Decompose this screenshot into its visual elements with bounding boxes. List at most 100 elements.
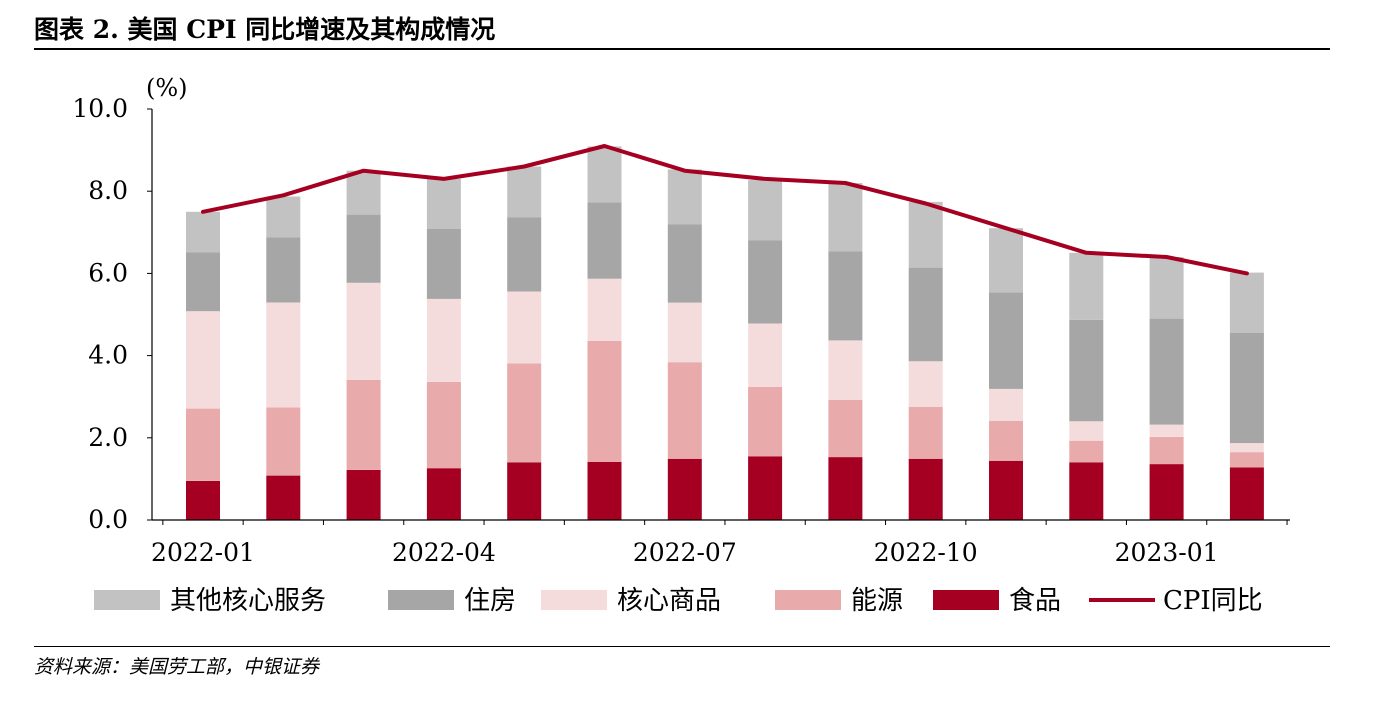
legend-label-cpi_line: CPI同比	[1163, 586, 1263, 616]
legend-swatch-energy	[775, 590, 841, 610]
bar-core_goods-2022-04	[426, 298, 461, 382]
bar-food-2022-12	[1069, 462, 1104, 520]
bar-core_goods-2022-06	[587, 278, 622, 341]
y-tick-label: 0.0	[88, 505, 128, 534]
bar-shelter-2022-09	[828, 251, 863, 341]
bar-food-2022-11	[989, 460, 1023, 520]
bar-other_core_services-2022-07	[667, 169, 702, 225]
bar-food-2023-02	[1229, 467, 1264, 520]
source-note: 资料来源：美国劳工部，中银证券	[34, 656, 320, 678]
bar-food-2022-03	[346, 469, 381, 520]
bar-core_goods-2022-11	[989, 388, 1023, 421]
y-unit-label: (%)	[146, 74, 188, 102]
legend-swatch-food	[933, 590, 999, 610]
bar-food-2022-07	[667, 458, 702, 520]
bar-food-2022-02	[266, 475, 301, 520]
bar-food-2022-01	[186, 481, 220, 520]
cpi-line-series	[201, 144, 1249, 276]
legend-label-energy: 能源	[851, 586, 903, 616]
bar-other_core_services-2023-01	[1149, 257, 1184, 319]
bar-energy-2022-05	[507, 363, 542, 463]
bar-core_goods-2022-02	[266, 302, 301, 408]
bar-shelter-2022-04	[426, 229, 461, 299]
bar-core_goods-2022-09	[828, 340, 863, 400]
bar-energy-2022-08	[748, 386, 783, 457]
source-rule	[34, 646, 1330, 647]
bar-energy-2023-02	[1229, 452, 1264, 468]
y-tick-label: 2.0	[88, 423, 128, 452]
x-tick-label: 2023-01	[1115, 538, 1219, 567]
legend: 其他核心服务 住房 核心商品 能源 食品 CPI同比	[94, 586, 1263, 616]
legend-label-core_goods: 核心商品	[617, 586, 721, 616]
bars-layer	[186, 146, 1264, 520]
bar-other_core_services-2022-01	[186, 211, 220, 253]
bar-core_goods-2023-01	[1149, 424, 1184, 437]
bar-core_goods-2023-02	[1229, 443, 1264, 453]
cpi-line-layer	[201, 144, 1249, 276]
bar-shelter-2022-07	[667, 224, 702, 303]
bar-energy-2022-09	[828, 400, 863, 458]
chart-title: 图表 2. 美国 CPI 同比增速及其构成情况	[34, 15, 496, 44]
bar-food-2022-10	[908, 458, 943, 520]
legend-swatch-core_goods	[541, 590, 607, 610]
x-tick-label: 2022-01	[151, 538, 255, 567]
y-tick-label: 4.0	[88, 341, 128, 370]
x-tick-label: 2022-10	[874, 538, 978, 567]
bar-energy-2022-01	[186, 408, 220, 481]
bar-other_core_services-2022-10	[908, 201, 943, 268]
stacked-bar-chart: 0.0 2.0 4.0 6.0 8.0 10.0 (%) 2022-01 2022-04 2022…	[72, 74, 1290, 616]
bar-core_goods-2022-01	[186, 311, 220, 409]
bar-shelter-2022-02	[266, 237, 301, 303]
bar-shelter-2022-05	[507, 217, 542, 292]
bar-core_goods-2022-05	[507, 291, 542, 364]
bar-energy-2022-06	[587, 340, 622, 462]
bar-shelter-2022-08	[748, 240, 783, 324]
bar-shelter-2022-06	[587, 202, 622, 279]
bar-other_core_services-2022-03	[346, 170, 381, 215]
bar-shelter-2022-10	[908, 267, 943, 362]
bar-shelter-2022-12	[1069, 319, 1104, 422]
bar-core_goods-2022-03	[346, 282, 381, 380]
bar-core_goods-2022-10	[908, 361, 943, 407]
bar-shelter-2022-01	[186, 252, 220, 312]
bar-food-2022-08	[748, 456, 783, 520]
bar-food-2022-06	[587, 462, 622, 520]
bar-energy-2022-03	[346, 379, 381, 470]
bar-other_core_services-2022-06	[587, 146, 622, 203]
x-tick-label: 2022-04	[392, 538, 496, 567]
legend-label-food: 食品	[1009, 586, 1061, 616]
bar-energy-2023-01	[1149, 437, 1184, 465]
bar-food-2022-09	[828, 457, 863, 520]
bar-core_goods-2022-07	[667, 302, 702, 363]
title-rule	[34, 48, 1330, 50]
y-tick-label: 8.0	[88, 176, 128, 205]
bar-core_goods-2022-12	[1069, 421, 1104, 441]
bar-core_goods-2022-08	[748, 323, 783, 387]
bar-other_core_services-2022-12	[1069, 252, 1104, 320]
bar-shelter-2022-11	[989, 292, 1023, 389]
bar-energy-2022-02	[266, 407, 301, 476]
bar-shelter-2022-03	[346, 214, 381, 283]
y-tick-label: 6.0	[88, 258, 128, 287]
legend-label-other_core_services: 其他核心服务	[170, 586, 326, 616]
legend-swatch-other_core_services	[94, 590, 160, 610]
axes-layer: 0.0 2.0 4.0 6.0 8.0 10.0 (%) 2022-01 2022-04 2022…	[72, 74, 1290, 567]
bar-other_core_services-2022-09	[828, 183, 863, 252]
bar-energy-2022-12	[1069, 440, 1104, 463]
legend-label-shelter: 住房	[464, 586, 516, 616]
bar-energy-2022-11	[989, 420, 1023, 461]
bar-other_core_services-2023-02	[1229, 272, 1264, 333]
bar-shelter-2023-02	[1229, 333, 1264, 444]
bar-energy-2022-07	[667, 362, 702, 459]
bar-other_core_services-2022-04	[426, 178, 461, 229]
bar-food-2022-04	[426, 468, 461, 520]
bar-other_core_services-2022-11	[989, 228, 1023, 293]
x-tick-label: 2022-07	[633, 538, 737, 567]
bar-other_core_services-2022-08	[748, 180, 783, 241]
bar-food-2023-01	[1149, 464, 1184, 520]
bar-other_core_services-2022-05	[507, 166, 542, 218]
legend-swatch-shelter	[388, 590, 454, 610]
bar-energy-2022-10	[908, 407, 943, 459]
bar-energy-2022-04	[426, 381, 461, 469]
bar-food-2022-05	[507, 462, 542, 520]
